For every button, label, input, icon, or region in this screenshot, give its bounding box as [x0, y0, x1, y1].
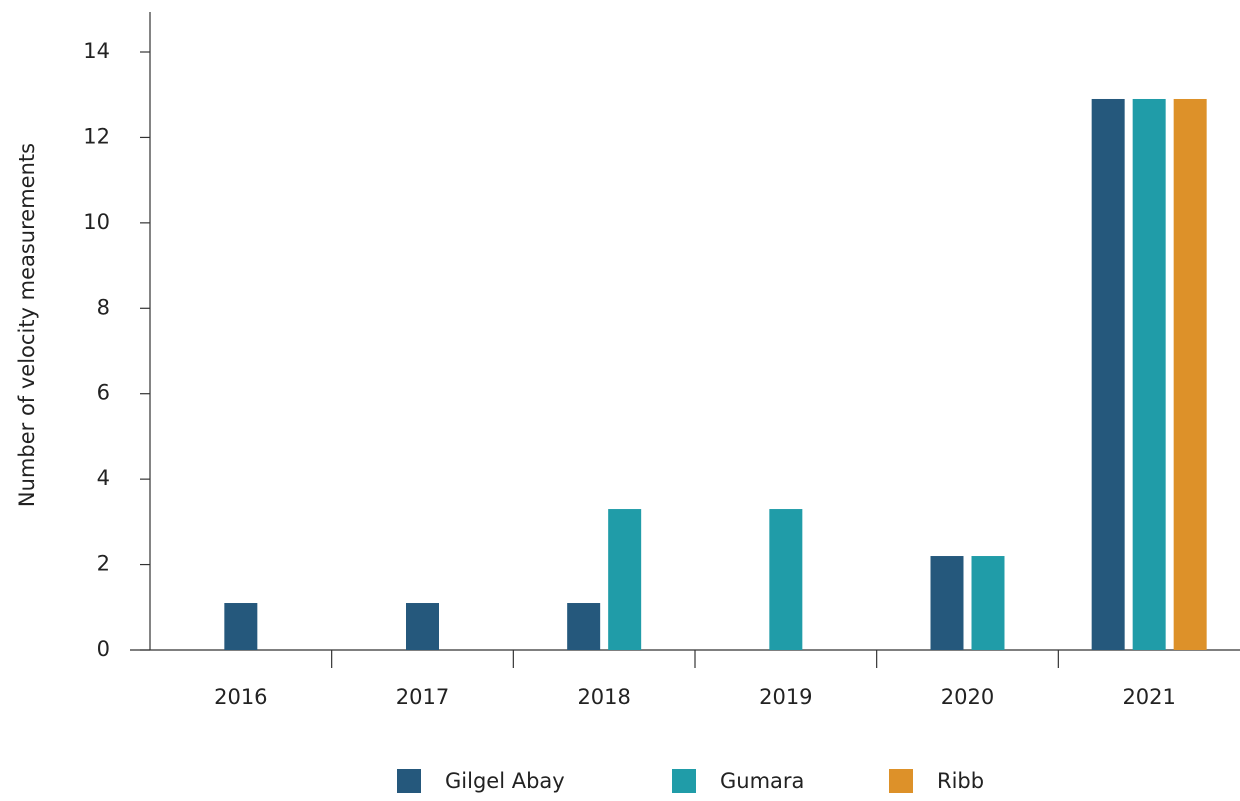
y-tick-label: 2: [97, 552, 110, 576]
legend-label: Gilgel Abay: [445, 769, 565, 793]
y-tick-label: 6: [97, 381, 110, 405]
x-tick-label: 2018: [577, 685, 630, 709]
bar: [1132, 98, 1166, 650]
bar: [224, 603, 258, 650]
bar: [1091, 98, 1125, 650]
y-axis-label: Number of velocity measurements: [15, 143, 39, 507]
bar: [608, 509, 642, 650]
y-tick-label: 0: [97, 637, 110, 661]
legend-label: Gumara: [720, 769, 804, 793]
bar: [930, 556, 964, 650]
x-tick-label: 2019: [759, 685, 812, 709]
bar: [567, 603, 601, 650]
legend-swatch: [889, 769, 913, 793]
bar: [1173, 98, 1207, 650]
y-tick-label: 4: [97, 466, 110, 490]
bar: [971, 556, 1005, 650]
legend-label: Ribb: [937, 769, 984, 793]
y-tick-label: 14: [83, 39, 110, 63]
x-tick-label: 2020: [941, 685, 994, 709]
y-tick-label: 10: [83, 210, 110, 234]
legend-swatch: [672, 769, 696, 793]
bar: [406, 603, 439, 650]
y-tick-label: 8: [97, 295, 110, 319]
legend-swatch: [397, 769, 421, 793]
y-tick-label: 12: [83, 124, 110, 148]
x-tick-label: 2021: [1122, 685, 1175, 709]
x-tick-label: 2017: [396, 685, 449, 709]
bar: [769, 509, 803, 650]
x-tick-label: 2016: [214, 685, 267, 709]
